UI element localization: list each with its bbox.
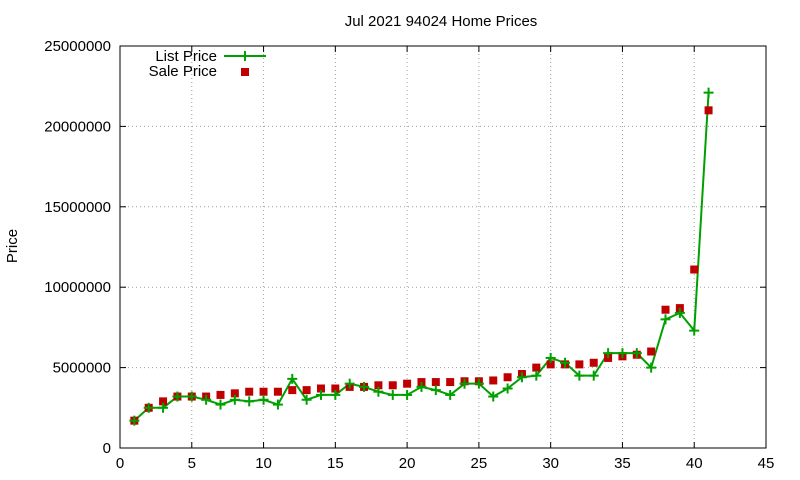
y-tick-label: 15000000	[44, 199, 111, 216]
sale-price-point	[273, 387, 282, 396]
list-price-point	[158, 402, 169, 413]
x-tick-label: 15	[327, 455, 344, 472]
list-price-point	[229, 394, 240, 405]
list-price-point	[287, 373, 298, 384]
sale-price-point	[230, 389, 239, 398]
x-tick-label: 0	[116, 455, 124, 472]
series-layer	[129, 87, 714, 426]
list-price-point	[603, 348, 614, 359]
list-price-point	[459, 378, 470, 389]
y-tick-label: 20000000	[44, 118, 111, 135]
list-price-point	[660, 314, 671, 325]
sale-price-point	[589, 358, 598, 367]
y-tick-label: 10000000	[44, 279, 111, 296]
list-price-point	[560, 357, 571, 368]
sale-price-point	[503, 373, 512, 382]
list-price-point	[674, 307, 685, 318]
sale-price-point	[575, 360, 584, 369]
list-price-point	[445, 389, 456, 400]
sale-price-point	[446, 378, 455, 387]
x-tick-label: 20	[399, 455, 416, 472]
x-tick-label: 35	[614, 455, 631, 472]
list-price-point	[574, 370, 585, 381]
list-price-point	[201, 394, 212, 405]
x-tick-label: 30	[542, 455, 559, 472]
list-price-point	[488, 391, 499, 402]
list-price-point	[301, 394, 312, 405]
list-price-point	[373, 386, 384, 397]
list-price-point	[359, 381, 370, 392]
sale-price-point	[245, 387, 254, 396]
list-price-point	[588, 370, 599, 381]
list-price-point	[703, 87, 714, 98]
sale-price-point	[216, 390, 225, 399]
list-price-point	[143, 402, 154, 413]
list-price-point	[402, 389, 413, 400]
legend-marker-list-price	[240, 51, 250, 61]
legend: List Price Sale Price	[149, 48, 266, 80]
sale-price-point	[704, 106, 713, 115]
sale-price-point	[288, 386, 297, 395]
sale-price-point	[374, 381, 383, 390]
x-tick-label: 5	[188, 455, 196, 472]
list-price-point	[172, 391, 183, 402]
list-price-point	[531, 370, 542, 381]
list-price-point	[272, 399, 283, 410]
sale-price-point	[690, 265, 699, 274]
y-tick-label: 5000000	[53, 360, 111, 377]
sale-price-point	[431, 378, 440, 387]
sale-price-point	[546, 360, 555, 369]
list-price-point	[315, 389, 326, 400]
x-tick-label: 45	[758, 455, 775, 472]
y-tick-label: 0	[103, 440, 111, 457]
list-price-point	[502, 383, 513, 394]
sale-price-point	[302, 386, 311, 395]
x-tick-label: 25	[471, 455, 488, 472]
list-price-point	[416, 381, 427, 392]
list-price-point	[617, 348, 628, 359]
list-price-point	[244, 396, 255, 407]
grid	[120, 46, 766, 448]
y-tick-label: 25000000	[44, 38, 111, 55]
list-price-point	[387, 389, 398, 400]
axis-ticks: 0 5 10 15 20 25 30 35 40 45 0 5000000 10000000 150000…	[44, 38, 774, 472]
x-tick-label: 40	[686, 455, 703, 472]
list-price-point	[430, 385, 441, 396]
list-price-point	[646, 362, 657, 373]
list-price-point	[129, 415, 140, 426]
list-price-point	[631, 348, 642, 359]
legend-label-sale-price: Sale Price	[149, 63, 217, 80]
sale-price-point	[647, 347, 656, 356]
sale-price-point	[159, 397, 168, 406]
sale-price-point	[388, 381, 397, 390]
x-tick-label: 10	[255, 455, 272, 472]
list-price-point	[516, 372, 527, 383]
sale-price-point	[489, 376, 498, 385]
list-price-point	[186, 391, 197, 402]
legend-marker-sale-price	[241, 68, 249, 76]
list-price-point	[473, 378, 484, 389]
sale-price-point	[532, 363, 541, 372]
legend-label-list-price: List Price	[155, 48, 217, 65]
chart-title: Jul 2021 94024 Home Prices	[345, 13, 538, 30]
series-line-list-price	[133, 92, 710, 422]
list-price-point	[215, 399, 226, 410]
y-axis-label: Price	[4, 229, 21, 263]
sale-price-point	[661, 305, 670, 314]
plot-frame	[119, 45, 767, 449]
sale-price-point	[259, 387, 268, 396]
list-price-point	[344, 378, 355, 389]
list-price-point	[545, 352, 556, 363]
list-price-point	[689, 325, 700, 336]
sale-price-point	[331, 384, 340, 393]
list-price-point	[330, 389, 341, 400]
sale-price-point	[316, 384, 325, 393]
list-price-point	[258, 394, 269, 405]
sale-price-point	[403, 379, 412, 388]
